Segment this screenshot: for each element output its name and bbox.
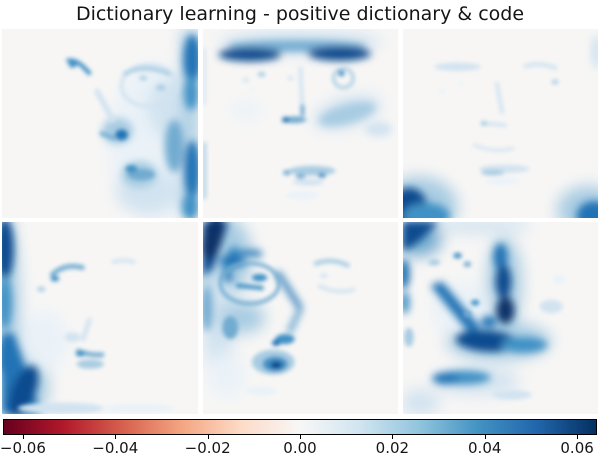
colorbar-tick [300,435,301,439]
dictionary-atom-panel-5 [203,222,398,414]
colorbar-tick-label: −0.04 [92,439,139,457]
face-component-image-6 [403,222,566,414]
colorbar-tick-label: 0.06 [560,439,594,457]
dictionary-atom-panel-4 [2,222,198,414]
colorbar-tick [577,435,579,439]
colorbar-tick-label: 0.02 [375,439,410,457]
colorbar-tick-label: 0.04 [468,439,502,457]
colorbar-tick-label: −0.06 [0,439,46,457]
colorbar: −0.06 −0.04 −0.02 0.00 0.02 0.04 0.06 [0,419,597,459]
face-component-image-1 [65,29,198,218]
dictionary-atom-panel-1 [2,29,198,218]
dictionary-atom-panel-2 [203,29,398,218]
colorbar-tick [392,435,394,439]
face-component-image-5 [203,222,356,399]
colorbar-tick-label: 0.00 [283,439,317,457]
colorbar-tick-label: −0.02 [184,439,231,457]
colorbar-tick [22,435,24,439]
colorbar-tick [484,435,486,439]
figure-title: Dictionary learning - positive dictionar… [75,3,525,25]
colorbar-gradient [3,419,597,435]
face-component-image-2 [203,30,393,200]
face-component-image-4 [2,222,175,414]
face-component-image-3 [403,34,598,218]
colorbar-tick [115,435,117,439]
dictionary-atom-panel-3 [403,29,598,218]
dictionary-atom-panel-6 [403,222,598,414]
colorbar-tick [207,435,209,439]
